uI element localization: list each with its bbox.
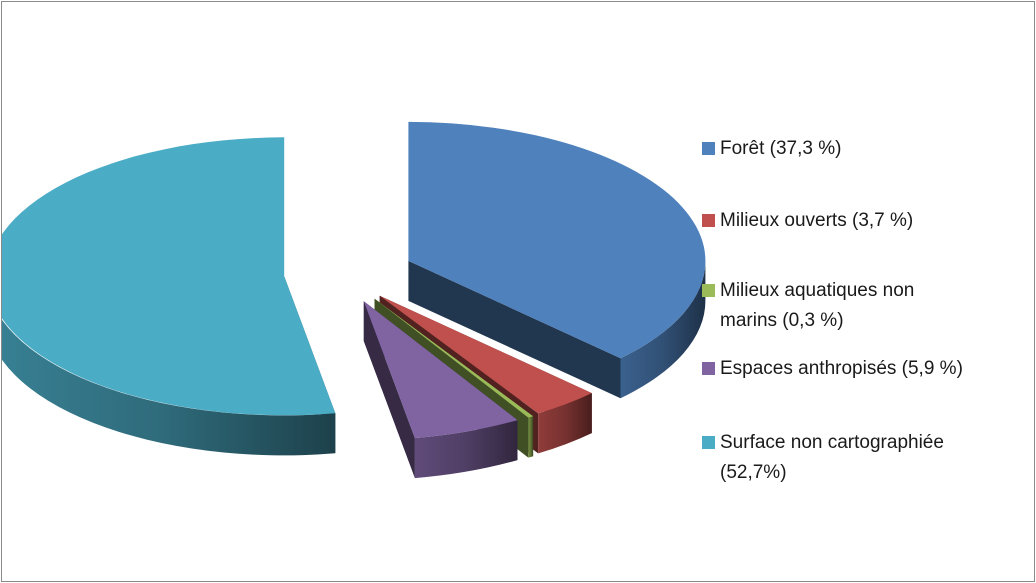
pie-slice-foret-rim <box>620 260 706 399</box>
pie-slice-espaces-anthropises <box>363 301 518 479</box>
legend-label-espaces-anthropises: Espaces anthropisés (5,9 %) <box>720 358 963 379</box>
pie-slice-milieux-aquatiques-top <box>374 298 534 418</box>
legend-item-milieux-aquatiques: Milieux aquatiques non marins (0,3 %) <box>702 276 972 336</box>
legend-label-foret: Forêt (37,3 %) <box>720 138 842 159</box>
pie-slice-surface-non-cartographiee-top <box>2 137 336 416</box>
pie-slice-milieux-ouverts-rim <box>538 393 592 454</box>
pie-slice-surface-non-cartographiee-rim <box>2 319 336 456</box>
pie-slice-espaces-anthropises-top <box>363 301 518 439</box>
legend-swatch-milieux-aquatiques <box>702 284 715 297</box>
legend-item-espaces-anthropises: Espaces anthropisés (5,9 %) <box>702 354 1032 384</box>
pie-slice-foret <box>408 121 706 399</box>
legend-swatch-milieux-ouverts <box>702 214 715 227</box>
legend-item-foret: Forêt (37,3 %) <box>702 134 1032 164</box>
pie-slice-foret-end-wall <box>408 260 621 399</box>
pie-slice-milieux-aquatiques-rim <box>528 416 534 458</box>
pie-slice-milieux-ouverts-top <box>379 295 592 414</box>
legend-swatch-surface-non-cartographiee <box>702 436 715 449</box>
legend-swatch-foret <box>702 142 715 155</box>
pie-slice-espaces-anthropises-rim <box>414 420 518 479</box>
legend-swatch-espaces-anthropises <box>702 362 715 375</box>
legend-label-surface-non-cartographiee: Surface non cartographiée (52,7%) <box>720 432 944 483</box>
legend-label-milieux-ouverts: Milieux ouverts (3,7 %) <box>720 210 914 231</box>
pie-slice-surface-non-cartographiee <box>2 137 336 456</box>
legend-item-surface-non-cartographiee: Surface non cartographiée (52,7%) <box>702 428 972 488</box>
legend-item-milieux-ouverts: Milieux ouverts (3,7 %) <box>702 206 1032 236</box>
pie-slice-foret-top <box>408 121 706 359</box>
legend-label-milieux-aquatiques: Milieux aquatiques non marins (0,3 %) <box>720 280 915 331</box>
pie-slice-espaces-anthropises-end-wall <box>363 301 415 479</box>
